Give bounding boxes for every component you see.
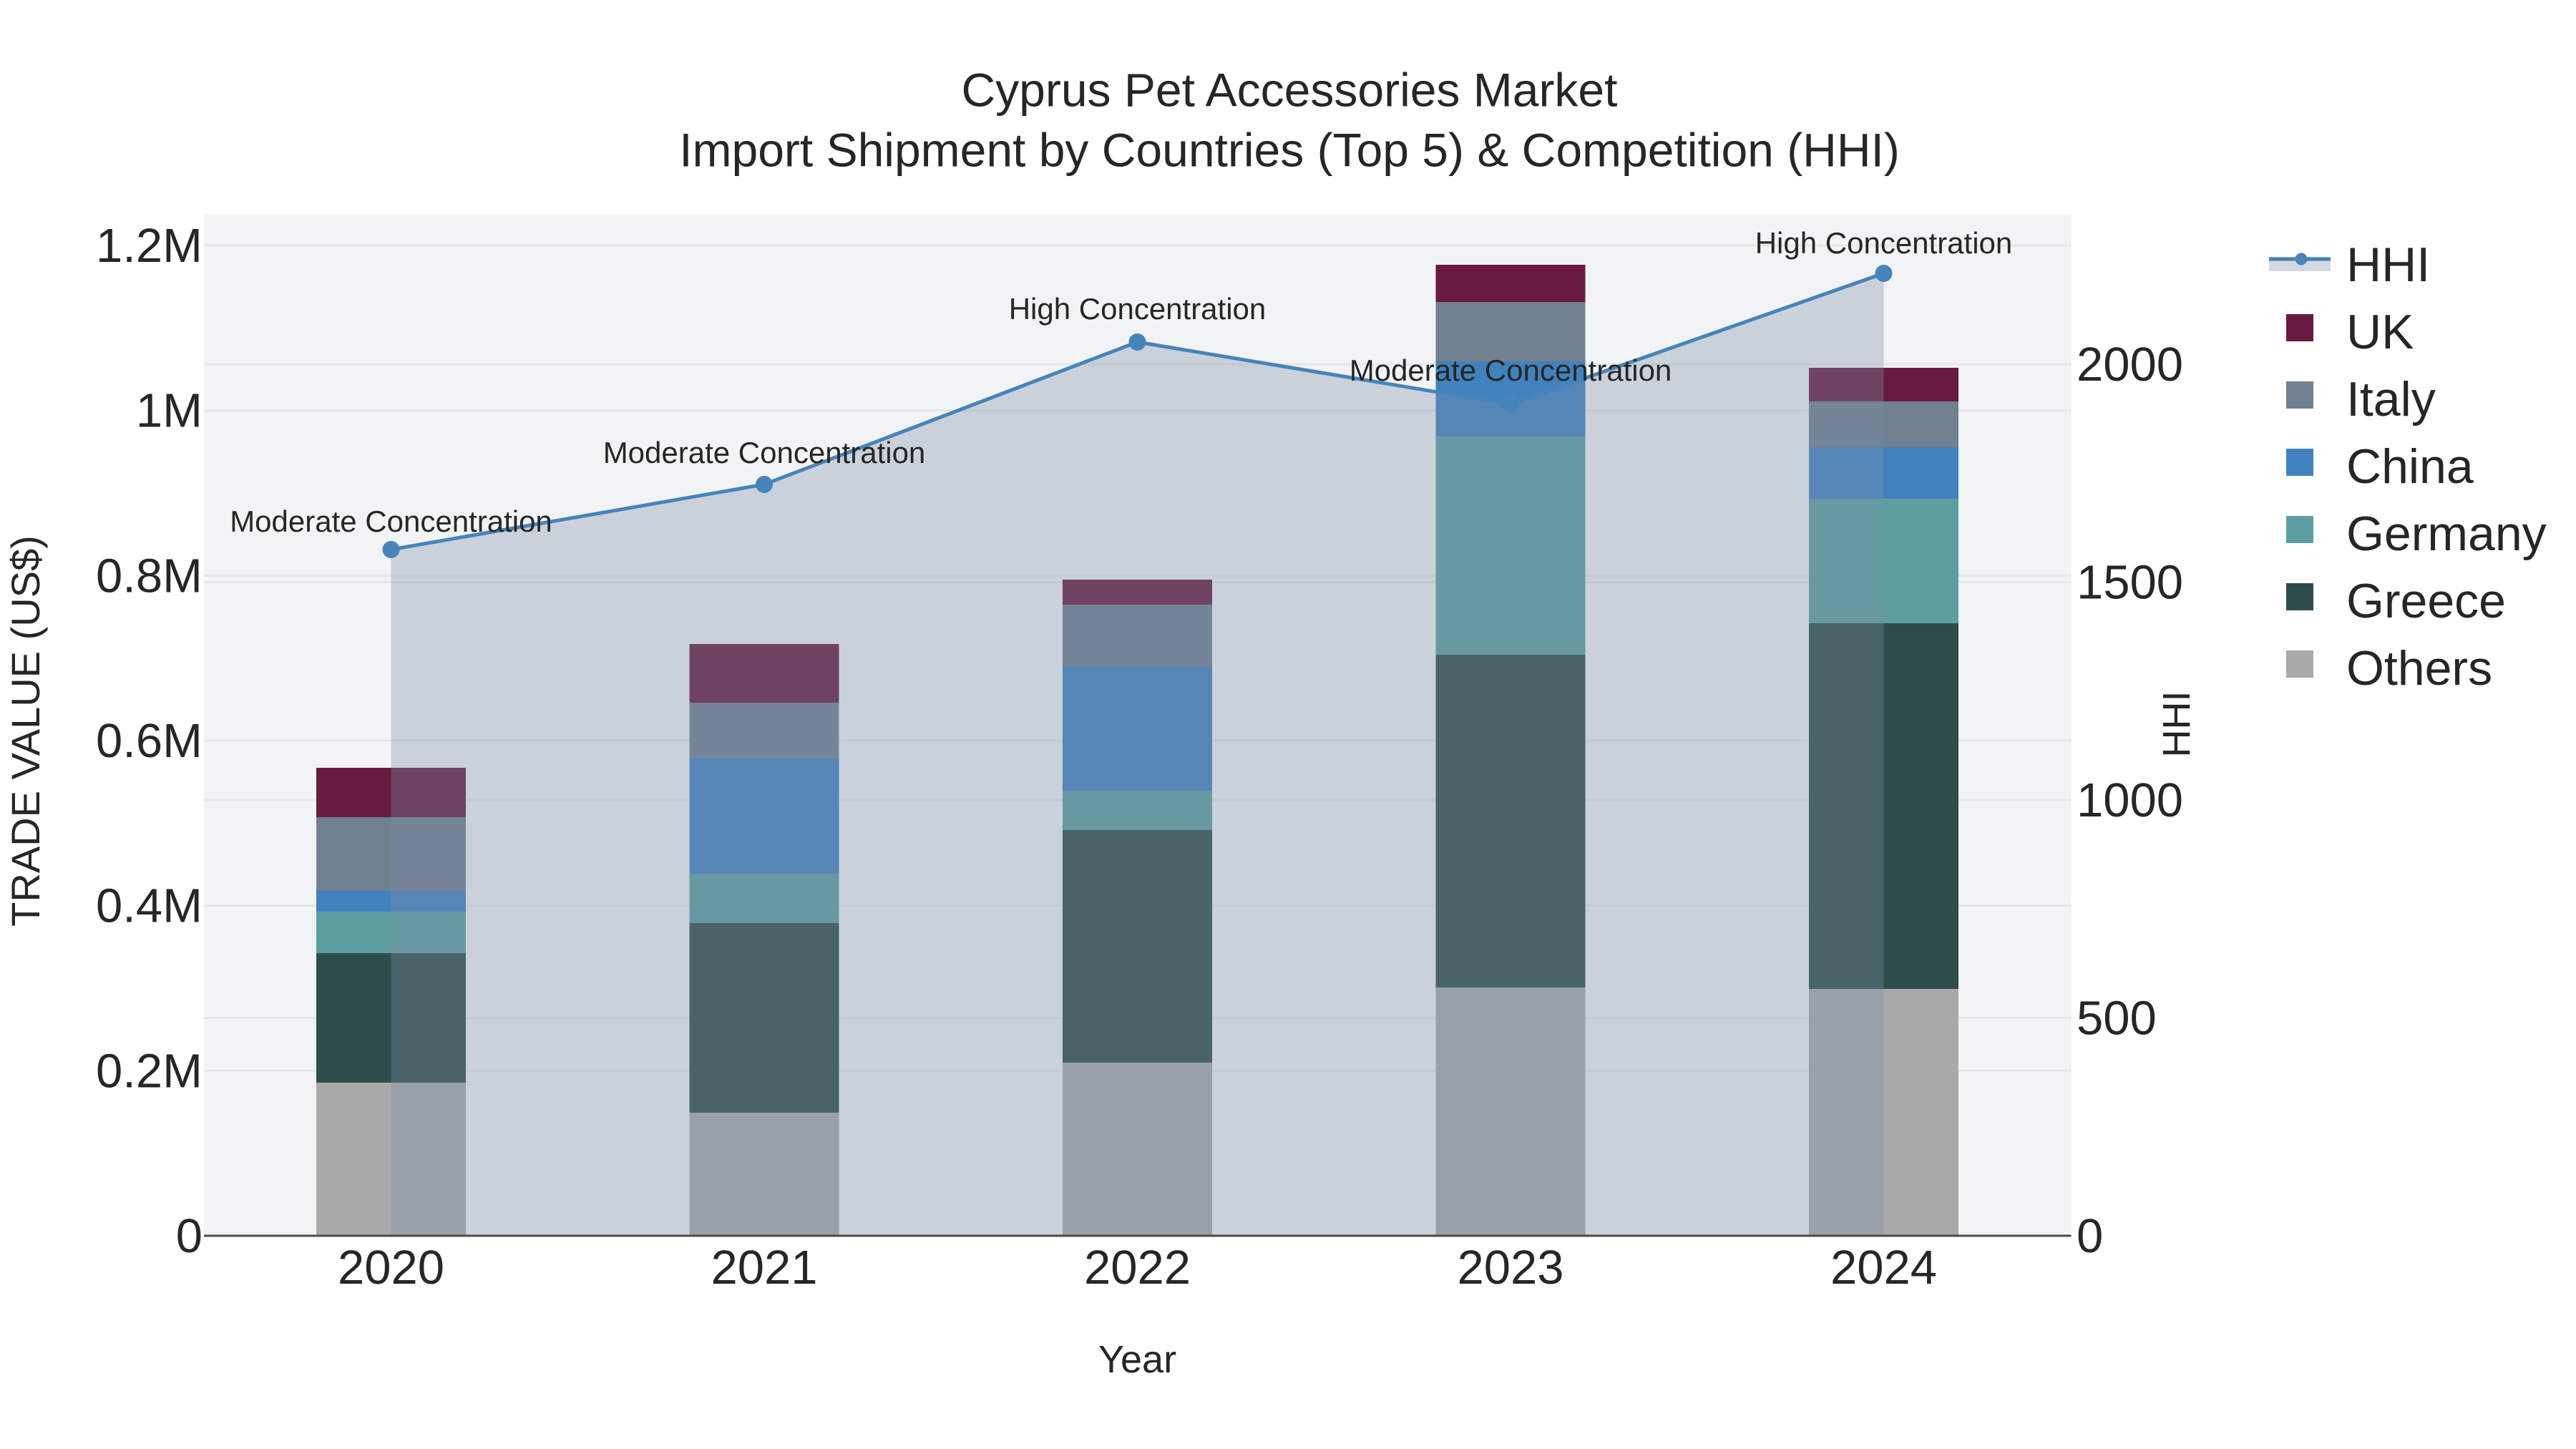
svg-text:2000: 2000 (2077, 338, 2183, 391)
svg-text:Greece: Greece (2346, 574, 2506, 628)
svg-text:China: China (2346, 439, 2474, 494)
svg-text:High Concentration: High Concentration (1755, 226, 2013, 260)
svg-text:2020: 2020 (338, 1241, 444, 1294)
svg-text:0: 0 (2077, 1209, 2103, 1263)
svg-text:TRADE VALUE (US$): TRADE VALUE (US$) (3, 535, 48, 927)
svg-text:HHI: HHI (2155, 691, 2198, 758)
svg-text:0: 0 (176, 1209, 203, 1263)
svg-text:HHI: HHI (2346, 238, 2430, 292)
svg-text:High Concentration: High Concentration (1009, 292, 1267, 326)
svg-text:Italy: Italy (2346, 372, 2436, 426)
svg-text:1000: 1000 (2077, 774, 2183, 827)
svg-text:UK: UK (2346, 305, 2414, 359)
svg-text:0.2M: 0.2M (96, 1044, 203, 1098)
svg-text:2021: 2021 (711, 1241, 817, 1294)
svg-text:1M: 1M (136, 384, 203, 438)
svg-text:500: 500 (2077, 992, 2157, 1045)
svg-text:Others: Others (2346, 641, 2492, 696)
svg-text:2022: 2022 (1084, 1241, 1191, 1294)
svg-text:Year: Year (1098, 1338, 1176, 1381)
svg-text:Cyprus Pet Accessories Market: Cyprus Pet Accessories Market (962, 64, 1618, 117)
svg-text:1500: 1500 (2077, 556, 2183, 610)
svg-text:Moderate Concentration: Moderate Concentration (1350, 353, 1672, 387)
svg-text:1.2M: 1.2M (96, 219, 203, 273)
svg-text:Moderate Concentration: Moderate Concentration (230, 504, 552, 538)
svg-text:Moderate Concentration: Moderate Concentration (603, 436, 926, 469)
svg-text:Germany: Germany (2346, 507, 2547, 561)
svg-text:Import Shipment by Countries (: Import Shipment by Countries (Top 5) & C… (679, 124, 1900, 177)
svg-text:2023: 2023 (1457, 1241, 1563, 1294)
svg-text:0.4M: 0.4M (96, 879, 203, 933)
svg-text:2024: 2024 (1830, 1241, 1937, 1294)
svg-text:0.8M: 0.8M (96, 549, 203, 602)
svg-text:0.6M: 0.6M (96, 714, 203, 768)
